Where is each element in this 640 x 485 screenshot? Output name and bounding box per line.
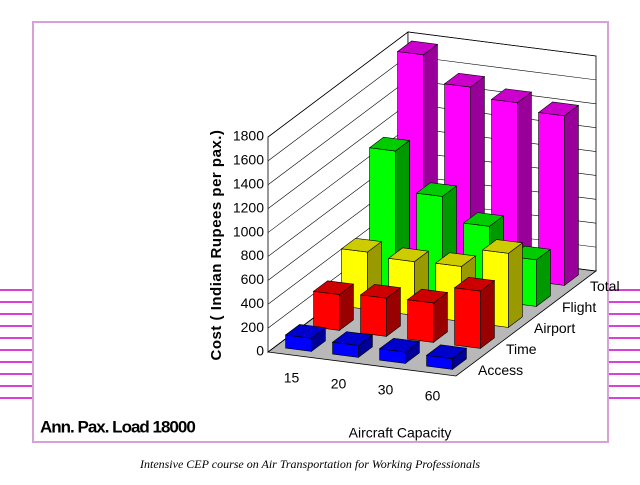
series-label: Total (590, 278, 620, 294)
bar-top (443, 72, 486, 88)
x-tick-label: 30 (378, 382, 394, 398)
bar-top (312, 280, 355, 295)
bar-front (360, 294, 387, 337)
series-label: Flight (562, 299, 596, 315)
annotation: Ann. Pax. Load 18000 (40, 417, 195, 436)
bar-front (313, 290, 340, 331)
y-tick-label: 1400 (233, 175, 264, 191)
y-tick-label: 1200 (233, 199, 264, 215)
series-label: Access (478, 362, 523, 378)
series-label: Time (506, 341, 537, 357)
bar-top (340, 237, 383, 253)
footer: Intensive CEP course on Air Transportati… (139, 457, 480, 471)
bar (284, 324, 327, 352)
y-tick-label: 200 (241, 319, 265, 335)
bar-top (481, 239, 524, 254)
bar-top (359, 284, 402, 299)
bar-top (434, 252, 477, 267)
bar (331, 331, 374, 358)
bar (537, 101, 580, 286)
bar-top (331, 331, 374, 346)
bar-top (425, 344, 468, 359)
bar-top (406, 288, 449, 304)
bar-top (368, 136, 411, 152)
y-tick-label: 400 (241, 295, 265, 311)
bar-side (508, 242, 523, 328)
y-tick-label: 800 (241, 247, 265, 263)
bar-side (564, 104, 579, 286)
y-tick-label: 1000 (233, 223, 264, 239)
y-tick-label: 600 (241, 271, 265, 287)
bar-top (387, 247, 430, 262)
decor-left (0, 289, 33, 399)
bar-top (537, 101, 580, 117)
x-tick-label: 60 (425, 388, 441, 404)
bar-top (415, 182, 458, 197)
bar-top (378, 337, 421, 353)
x-tick-label: 15 (284, 370, 300, 386)
bar-top (396, 40, 439, 56)
bar (312, 280, 355, 331)
bar (406, 288, 449, 343)
y-tick-label: 0 (256, 343, 264, 359)
decor-right (608, 289, 640, 399)
y-tick-label: 1600 (233, 152, 264, 168)
grid-line (267, 31, 597, 138)
x-axis-label: Aircraft Capacity (349, 425, 452, 441)
y-tick-label: 1800 (233, 128, 264, 144)
x-tick-label: 20 (331, 376, 347, 392)
y-axis-label: Cost ( Indian Rupees per pax.) (208, 129, 225, 361)
bar-top (462, 212, 505, 227)
bar-side (480, 279, 495, 349)
bar-top (490, 88, 533, 103)
bar-front (454, 287, 481, 349)
series-label: Airport (534, 320, 575, 336)
bar (378, 337, 421, 364)
bar-top (453, 276, 496, 292)
bar-front (407, 299, 434, 343)
bar-top (284, 324, 327, 339)
bar (425, 344, 468, 370)
bar (453, 276, 496, 349)
bar (359, 284, 402, 337)
